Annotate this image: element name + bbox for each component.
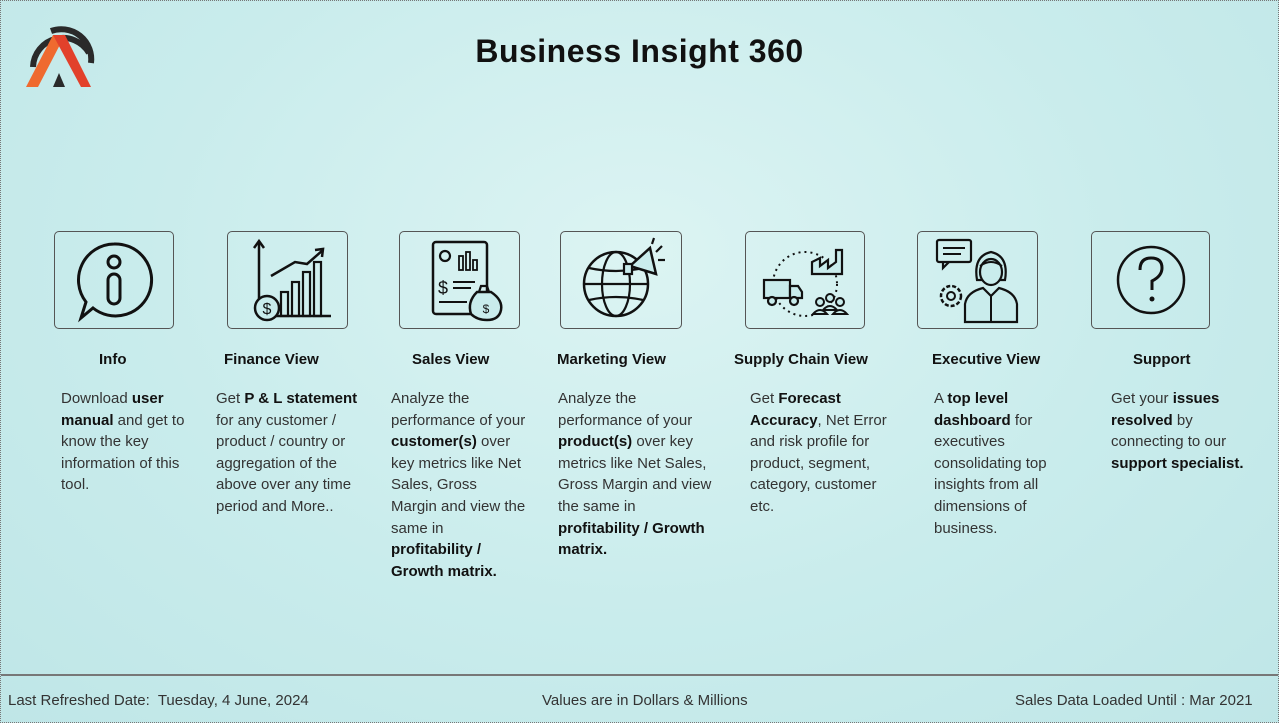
desc-segment: support specialist. (1111, 454, 1244, 472)
card-desc-supply-chain: Get Forecast Accuracy, Net Error and ris… (750, 388, 897, 518)
desc-segment: user manual (61, 390, 164, 429)
card-title-marketing: Marketing View (557, 351, 666, 368)
desc-segment: over key metrics like Net Sales, Gross M… (558, 433, 712, 515)
desc-segment: for any customer / product / country or … (216, 411, 352, 515)
svg-text:$: $ (262, 301, 271, 318)
last-refreshed: Last Refreshed Date: Tuesday, 4 June, 20… (8, 692, 309, 709)
finance-chart-icon: $ (252, 238, 331, 322)
card-title-sales: Sales View (412, 351, 490, 368)
desc-segment: customer(s) (391, 433, 477, 451)
card-desc-executive: A top level dashboard for executives con… (934, 388, 1062, 539)
desc-segment: Forecast Accuracy (750, 390, 841, 429)
desc-segment: Analyze the performance of your (558, 390, 693, 429)
company-logo (26, 26, 95, 87)
desc-segment: top level dashboard (934, 390, 1011, 429)
card-desc-finance: Get P & L statement for any customer / p… (216, 388, 358, 518)
info-tile[interactable] (54, 231, 174, 329)
desc-segment: Analyze the performance of your (391, 390, 526, 429)
card-title-info: Info (99, 351, 127, 368)
finance-view-tile[interactable]: $ (227, 231, 348, 329)
desc-segment: over key metrics like Net Sales, Gross M… (391, 433, 526, 537)
supply-chain-icon (762, 248, 850, 317)
svg-text:$: $ (482, 302, 489, 316)
desc-segment: Get your (1111, 390, 1173, 407)
support-tile[interactable] (1091, 231, 1210, 329)
data-loaded-until: Sales Data Loaded Until : Mar 2021 (1015, 692, 1253, 709)
executive-view-tile[interactable] (917, 231, 1038, 329)
card-desc-info: Download user manual and get to know the… (61, 388, 186, 496)
last-refreshed-label: Last Refreshed Date: (8, 692, 150, 709)
desc-segment: product(s) (558, 433, 633, 451)
desc-segment: Get (216, 390, 245, 407)
globe-megaphone-icon (582, 237, 665, 318)
marketing-view-tile[interactable] (560, 231, 682, 329)
card-title-finance: Finance View (224, 351, 319, 368)
desc-segment: for executives consolidating top insight… (934, 411, 1047, 537)
desc-segment: P & L statement (244, 390, 358, 407)
desc-segment: issues resolved (1111, 390, 1220, 429)
sales-view-tile[interactable]: $ $ (399, 231, 520, 329)
card-title-support: Support (1133, 351, 1191, 368)
card-desc-marketing: Analyze the performance of your product(… (558, 388, 718, 561)
info-icon (77, 242, 154, 323)
sales-report-icon: $ $ (431, 240, 503, 322)
question-mark-icon (1116, 245, 1185, 315)
desc-segment: by connecting to our (1111, 411, 1227, 451)
footer-divider (1, 674, 1278, 676)
last-refreshed-value: Tuesday, 4 June, 2024 (157, 692, 309, 709)
executive-icon (935, 238, 1018, 324)
card-desc-sales: Analyze the performance of your customer… (391, 388, 526, 582)
card-title-supply-chain: Supply Chain View (734, 351, 868, 368)
desc-segment: profitability / Growth matrix. (391, 541, 497, 580)
desc-segment: profitability / Growth matrix. (558, 519, 705, 559)
card-title-executive: Executive View (932, 351, 1041, 368)
desc-segment: , Net Error and risk profile for product… (750, 411, 887, 515)
supply-chain-view-tile[interactable] (745, 231, 865, 329)
desc-segment: and get to know the key information of t… (61, 411, 185, 494)
desc-segment: Download (61, 390, 132, 407)
svg-text:$: $ (437, 278, 447, 298)
card-desc-support: Get your issues resolved by connecting t… (1111, 388, 1253, 474)
desc-segment: Get (750, 390, 779, 407)
desc-segment: A (934, 390, 948, 407)
units-note: Values are in Dollars & Millions (542, 692, 748, 709)
page-title: Business Insight 360 (475, 33, 804, 69)
